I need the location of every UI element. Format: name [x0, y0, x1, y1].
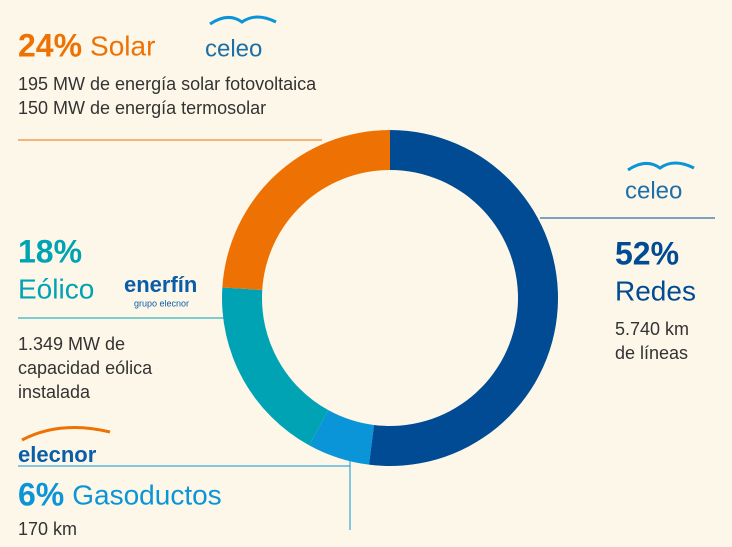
- donut-segment: [222, 130, 390, 290]
- logo: grupo elecnor: [134, 298, 189, 308]
- category-label: Solar: [90, 30, 155, 61]
- note: 170 km: [18, 519, 77, 539]
- note: 150 MW de energía termosolar: [18, 98, 266, 118]
- value-label: 6%: [18, 476, 64, 512]
- category-label: Redes: [615, 275, 696, 306]
- logo: enerfín: [124, 272, 197, 297]
- note: instalada: [18, 382, 91, 402]
- note: de líneas: [615, 343, 688, 363]
- note: 195 MW de energía solar fotovoltaica: [18, 74, 317, 94]
- donut-segment: [309, 410, 374, 465]
- category-label: Gasoductos: [72, 479, 221, 510]
- value-label: 24%: [18, 27, 82, 63]
- category-label: Eólico: [18, 273, 94, 304]
- value-label: 18%: [18, 233, 82, 269]
- donut-segment: [222, 287, 329, 446]
- donut-segment: [368, 130, 558, 466]
- logo-swoosh: [627, 161, 695, 172]
- logo-swoosh: [209, 15, 277, 26]
- value-label: 52%: [615, 235, 679, 271]
- logo: celeo: [205, 35, 262, 62]
- logo-swoosh: [21, 426, 111, 442]
- note: capacidad eólica: [18, 358, 153, 378]
- note: 1.349 MW de: [18, 334, 125, 354]
- logo: celeo: [625, 177, 682, 204]
- logo: elecnor: [18, 442, 97, 467]
- note: 5.740 km: [615, 319, 689, 339]
